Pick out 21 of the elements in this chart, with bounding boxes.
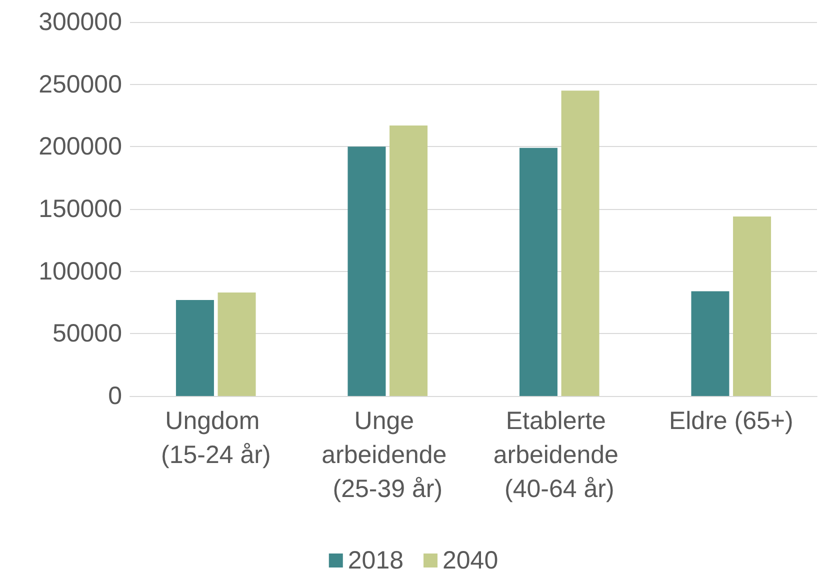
bar xyxy=(519,148,558,396)
legend-label: 2040 xyxy=(442,546,498,574)
y-tick-label: 150000 xyxy=(38,195,122,223)
bar xyxy=(691,291,730,396)
y-tick-label: 0 xyxy=(108,382,122,410)
legend-label: 2018 xyxy=(348,546,404,574)
x-tick-label: Ungdom (15-24 år) xyxy=(160,407,271,469)
x-tick-label: Eldre (65+) xyxy=(668,407,794,435)
x-tick-label: Etablerte arbeidende (40-64 år) xyxy=(493,407,626,503)
bar xyxy=(348,146,386,396)
x-tick-label: Unge arbeidende (25-39 år) xyxy=(322,407,454,503)
y-tick-label: 100000 xyxy=(38,257,122,286)
bar xyxy=(733,216,772,396)
y-tick-label: 200000 xyxy=(38,132,122,161)
bar xyxy=(218,292,256,396)
y-tick-label: 300000 xyxy=(38,8,122,36)
y-tick-label: 50000 xyxy=(52,320,122,348)
y-tick-label: 250000 xyxy=(38,70,122,98)
bar xyxy=(561,90,600,396)
bar xyxy=(176,300,214,396)
bar xyxy=(390,125,428,396)
